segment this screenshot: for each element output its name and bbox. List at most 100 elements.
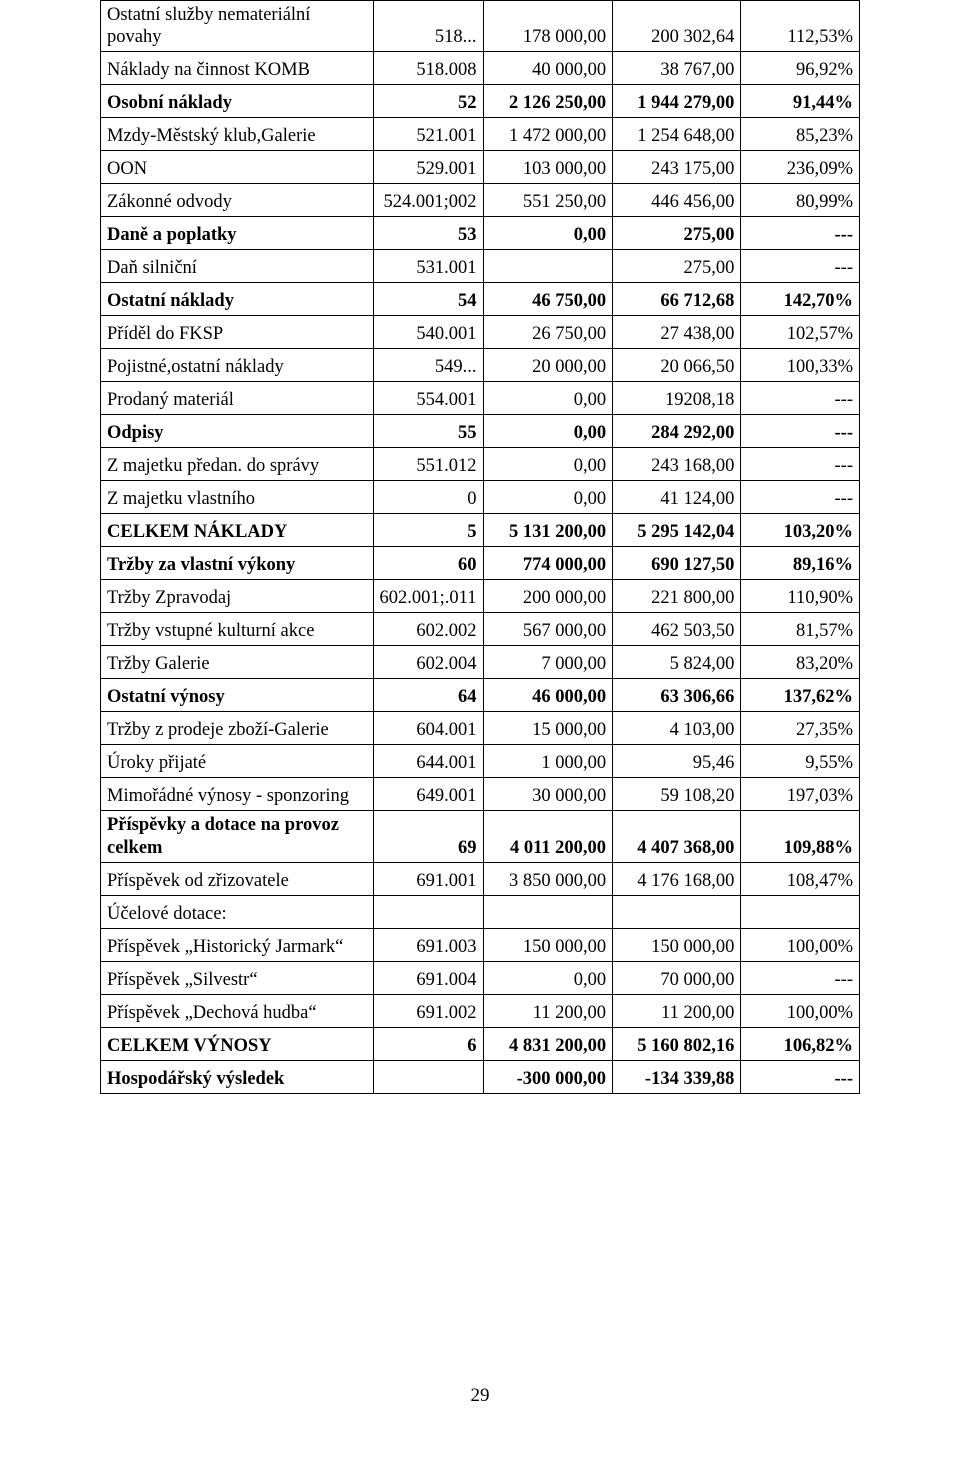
row-account: 54 <box>373 283 483 316</box>
row-percent: --- <box>741 250 860 283</box>
row-account: 602.002 <box>373 613 483 646</box>
row-account: 644.001 <box>373 745 483 778</box>
row-value-actual: 95,46 <box>613 745 741 778</box>
row-label: Příspěvek „Dechová hudba“ <box>101 994 374 1027</box>
row-percent: 236,09% <box>741 151 860 184</box>
row-label: Osobní náklady <box>101 85 374 118</box>
row-account: 540.001 <box>373 316 483 349</box>
table-row: Ostatní náklady5446 750,0066 712,68142,7… <box>101 283 860 316</box>
row-value-actual: 1 254 648,00 <box>613 118 741 151</box>
row-value-actual: 221 800,00 <box>613 580 741 613</box>
row-value-actual: 38 767,00 <box>613 52 741 85</box>
row-value-actual: 19208,18 <box>613 382 741 415</box>
row-value-plan: 150 000,00 <box>483 928 613 961</box>
row-label: Tržby Galerie <box>101 646 374 679</box>
row-label: Odpisy <box>101 415 374 448</box>
row-account: 64 <box>373 679 483 712</box>
row-value-plan: 103 000,00 <box>483 151 613 184</box>
row-account: 602.004 <box>373 646 483 679</box>
row-value-plan: 7 000,00 <box>483 646 613 679</box>
row-value-plan: 46 750,00 <box>483 283 613 316</box>
row-value-actual: 275,00 <box>613 217 741 250</box>
row-percent: 109,88% <box>741 811 860 862</box>
row-label: Příspěvky a dotace na provoz celkem <box>101 811 374 862</box>
document-page: Ostatní služby nemateriální povahy518...… <box>0 0 960 1467</box>
row-percent: 81,57% <box>741 613 860 646</box>
row-value-actual: 243 175,00 <box>613 151 741 184</box>
row-label: Příděl do FKSP <box>101 316 374 349</box>
row-account: 551.012 <box>373 448 483 481</box>
row-account: 52 <box>373 85 483 118</box>
row-percent: 83,20% <box>741 646 860 679</box>
row-account: 60 <box>373 547 483 580</box>
row-value-actual: 11 200,00 <box>613 994 741 1027</box>
row-account: 6 <box>373 1027 483 1060</box>
row-percent: --- <box>741 382 860 415</box>
row-label: Příspěvek „Silvestr“ <box>101 961 374 994</box>
row-value-plan: 200 000,00 <box>483 580 613 613</box>
row-value-plan <box>483 250 613 283</box>
row-account: 604.001 <box>373 712 483 745</box>
table-row: Tržby Galerie602.0047 000,005 824,0083,2… <box>101 646 860 679</box>
row-account: 55 <box>373 415 483 448</box>
row-percent: 27,35% <box>741 712 860 745</box>
row-value-actual: 41 124,00 <box>613 481 741 514</box>
row-account: 691.003 <box>373 928 483 961</box>
table-row: Příspěvek „Dechová hudba“691.00211 200,0… <box>101 994 860 1027</box>
row-value-actual: -134 339,88 <box>613 1060 741 1093</box>
row-value-actual: 1 944 279,00 <box>613 85 741 118</box>
row-value-plan: 567 000,00 <box>483 613 613 646</box>
table-row: Úroky přijaté644.0011 000,0095,469,55% <box>101 745 860 778</box>
table-row: Zákonné odvody524.001;002551 250,00446 4… <box>101 184 860 217</box>
row-value-actual: 5 824,00 <box>613 646 741 679</box>
row-value-plan: 774 000,00 <box>483 547 613 580</box>
row-percent: 89,16% <box>741 547 860 580</box>
table-row: Prodaný materiál554.0010,0019208,18--- <box>101 382 860 415</box>
row-percent: 110,90% <box>741 580 860 613</box>
row-value-plan: 0,00 <box>483 382 613 415</box>
row-label: Příspěvek od zřizovatele <box>101 862 374 895</box>
row-account: 549... <box>373 349 483 382</box>
row-account: 691.004 <box>373 961 483 994</box>
row-account: 518... <box>373 1 483 52</box>
table-row: Tržby Zpravodaj602.001;.011200 000,00221… <box>101 580 860 613</box>
row-value-actual: 284 292,00 <box>613 415 741 448</box>
row-percent: 9,55% <box>741 745 860 778</box>
row-value-plan: 178 000,00 <box>483 1 613 52</box>
row-label: Účelové dotace: <box>101 895 374 928</box>
row-value-plan: 46 000,00 <box>483 679 613 712</box>
row-percent: --- <box>741 217 860 250</box>
row-label: Tržby vstupné kulturní akce <box>101 613 374 646</box>
financial-table-body: Ostatní služby nemateriální povahy518...… <box>101 1 860 1094</box>
row-label: Daně a poplatky <box>101 217 374 250</box>
row-value-actual: 462 503,50 <box>613 613 741 646</box>
row-account <box>373 1060 483 1093</box>
row-value-actual: 4 176 168,00 <box>613 862 741 895</box>
row-value-plan: 15 000,00 <box>483 712 613 745</box>
row-value-plan: 5 131 200,00 <box>483 514 613 547</box>
row-label: Mimořádné výnosy - sponzoring <box>101 778 374 811</box>
table-row: CELKEM VÝNOSY64 831 200,005 160 802,1610… <box>101 1027 860 1060</box>
row-percent: 106,82% <box>741 1027 860 1060</box>
table-row: Ostatní služby nemateriální povahy518...… <box>101 1 860 52</box>
table-row: Daně a poplatky530,00275,00--- <box>101 217 860 250</box>
table-row: Příspěvek od zřizovatele691.0013 850 000… <box>101 862 860 895</box>
row-value-plan: 0,00 <box>483 481 613 514</box>
table-row: Příspěvek „Silvestr“691.0040,0070 000,00… <box>101 961 860 994</box>
row-label: Tržby z prodeje zboží-Galerie <box>101 712 374 745</box>
row-account: 53 <box>373 217 483 250</box>
row-percent: 137,62% <box>741 679 860 712</box>
table-row: Účelové dotace: <box>101 895 860 928</box>
row-value-actual: 4 103,00 <box>613 712 741 745</box>
row-value-actual: 59 108,20 <box>613 778 741 811</box>
row-label: Ostatní služby nemateriální povahy <box>101 1 374 52</box>
row-account: 531.001 <box>373 250 483 283</box>
row-account: 518.008 <box>373 52 483 85</box>
row-value-plan: 1 472 000,00 <box>483 118 613 151</box>
row-value-actual: 446 456,00 <box>613 184 741 217</box>
row-label: Daň silniční <box>101 250 374 283</box>
row-percent: 85,23% <box>741 118 860 151</box>
row-label: Náklady na činnost KOMB <box>101 52 374 85</box>
row-label: Prodaný materiál <box>101 382 374 415</box>
row-percent: 80,99% <box>741 184 860 217</box>
